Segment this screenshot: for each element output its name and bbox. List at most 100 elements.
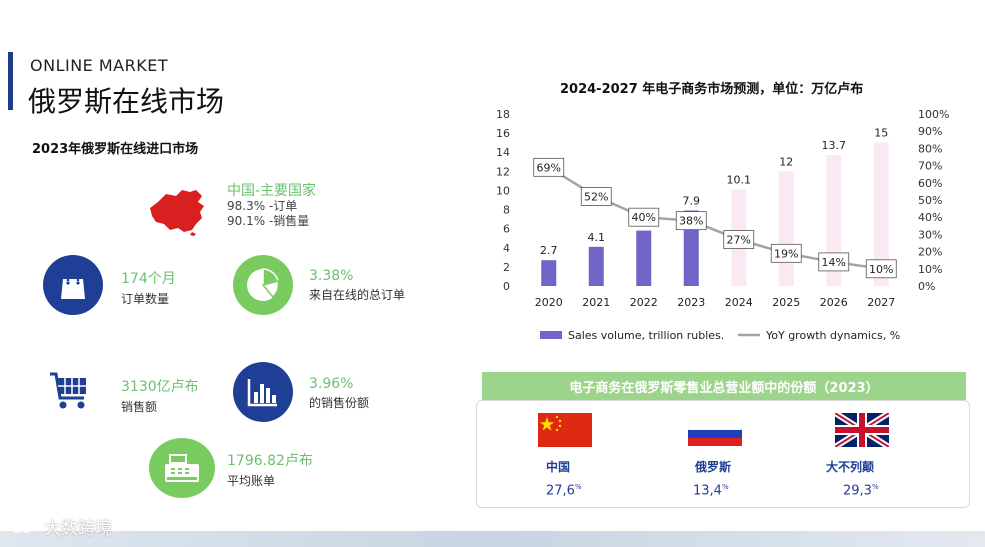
y-left-tick-label: 16 <box>496 127 510 140</box>
y-left-tick-label: 18 <box>496 108 510 121</box>
growth-point <box>770 243 802 263</box>
x-tick-label: 2021 <box>582 296 610 309</box>
x-tick-label: 2026 <box>820 296 848 309</box>
y-left-tick-label: 8 <box>503 204 510 217</box>
left-subtitle: 2023年俄罗斯在线进口市场 <box>32 142 199 157</box>
stat-sales-label: 销售额 <box>121 400 158 414</box>
stat-sales-share-value: 3.96% <box>309 376 354 392</box>
stat-orders-label: 订单数量 <box>121 292 170 306</box>
y-right-tick-label: 80% <box>918 142 942 155</box>
stat-sales-share-label: 的销售份额 <box>309 396 370 410</box>
share-banner: 电子商务在俄罗斯零售业总营业额中的份额（2023） <box>482 372 966 400</box>
bar <box>588 246 604 286</box>
country-head: 中国-主要国家 <box>227 183 317 199</box>
growth-value-label: 69% <box>537 161 561 174</box>
bar <box>778 171 794 286</box>
stat-share-orders: 3.38% 来自在线的总订单 <box>309 268 405 303</box>
bar <box>873 142 889 286</box>
y-left-tick-label: 0 <box>503 280 510 293</box>
stat-avg-bill: 1796.82卢布 平均账单 <box>227 450 313 489</box>
y-right-tick-label: 30% <box>918 228 942 241</box>
growth-point <box>580 187 612 206</box>
legend-label-growth: YoY growth dynamics, % <box>765 329 900 342</box>
share-value-china-num: 27,6 <box>546 483 575 499</box>
watermark-text: 大数跨境 <box>44 519 112 539</box>
growth-value-label: 38% <box>679 215 703 228</box>
bar-value-label: 7.9 <box>683 195 701 208</box>
y-left-tick-label: 4 <box>503 242 510 255</box>
bar-value-label: 2.7 <box>540 244 558 257</box>
stat-sales-value: 3130亿卢布 <box>121 379 199 395</box>
share-unit-uk: % <box>871 483 879 491</box>
y-right-tick-label: 20% <box>918 246 942 259</box>
growth-value-label: 52% <box>584 191 608 204</box>
share-value-russia-num: 13,4 <box>693 483 722 499</box>
stat-share-orders-value: 3.38% <box>309 268 354 284</box>
x-tick-label: 2025 <box>772 296 800 309</box>
cash-register-icon <box>149 438 215 498</box>
share-value-russia: 13,4% <box>693 483 729 498</box>
share-country-name-uk: 大不列颠 <box>826 460 875 474</box>
bar <box>636 230 652 286</box>
x-tick-label: 2027 <box>867 296 895 309</box>
y-left-tick-label: 2 <box>503 261 510 274</box>
accent-bar <box>8 52 13 110</box>
cart-icon <box>50 372 86 409</box>
share-value-uk-num: 29,3 <box>843 483 872 499</box>
growth-point <box>628 207 660 227</box>
growth-value-label: 19% <box>774 247 798 260</box>
y-right-tick-label: 100% <box>918 108 949 121</box>
page-title: 俄罗斯在线市场 <box>28 85 225 118</box>
y-right-tick-label: 50% <box>918 194 942 207</box>
main-country-block: 中国-主要国家 98.3% -订单 90.1% -销售量 <box>227 184 316 229</box>
bar-value-label: 12 <box>779 155 793 168</box>
legend-label-sales: Sales volume, trillion rubles. <box>568 329 724 342</box>
growth-value-label: 10% <box>869 263 893 276</box>
growth-point <box>818 252 850 272</box>
country-line-orders: 98.3% -订单 <box>227 199 298 213</box>
y-right-tick-label: 10% <box>918 263 942 276</box>
chart-title: 2024-2027 年电子商务市场预测，单位：万亿卢布 <box>560 82 864 97</box>
growth-point <box>865 259 897 279</box>
y-left-tick-label: 12 <box>496 165 510 178</box>
china-map-icon <box>150 190 204 236</box>
section-kicker: ONLINE MARKET <box>30 56 169 75</box>
uk-flag-icon <box>835 413 889 447</box>
watermark: 大数跨境 <box>10 514 112 539</box>
y-left-tick-label: 10 <box>496 184 510 197</box>
bar-value-label: 4.1 <box>588 231 606 244</box>
share-value-uk: 29,3% <box>843 483 879 498</box>
x-tick-label: 2024 <box>725 296 753 309</box>
x-tick-label: 2022 <box>630 296 658 309</box>
stat-share-orders-label: 来自在线的总订单 <box>309 288 406 302</box>
growth-point <box>723 230 755 249</box>
country-line-sales: 90.1% -销售量 <box>227 214 310 228</box>
growth-value-label: 40% <box>632 211 656 224</box>
bottom-band <box>0 531 985 547</box>
stat-avg-bill-value: 1796.82卢布 <box>227 453 313 469</box>
stat-sales: 3130亿卢布 销售额 <box>121 376 199 415</box>
y-left-tick-label: 14 <box>496 146 510 159</box>
share-unit-china: % <box>574 483 582 491</box>
share-country-name-russia: 俄罗斯 <box>695 460 732 474</box>
bar-value-label: 15 <box>874 127 888 140</box>
stat-orders-value: 174个月 <box>121 271 176 287</box>
watermark-logo-icon <box>11 520 39 533</box>
ecommerce-forecast-chart: 0 2 4 6 8 10 12 14 16 18 0% 10% 20% 30% 40% 50% 60% 70% 80… <box>496 108 949 342</box>
y-left-tick-label: 6 <box>503 223 510 236</box>
share-country-name-china: 中国 <box>546 460 571 474</box>
pie-icon <box>233 255 293 315</box>
growth-point <box>533 157 565 177</box>
y-right-tick-label: 90% <box>918 125 942 138</box>
x-tick-label: 2020 <box>535 296 563 309</box>
growth-point <box>675 211 707 231</box>
y-right-tick-label: 40% <box>918 211 942 224</box>
bar <box>541 260 557 286</box>
growth-value-label: 27% <box>727 234 751 247</box>
y-right-tick-label: 60% <box>918 177 942 190</box>
y-right-tick-label: 70% <box>918 160 942 173</box>
bar-value-label: 10.1 <box>727 173 752 186</box>
stat-avg-bill-label: 平均账单 <box>227 474 276 488</box>
y-right-tick-label: 0% <box>918 280 935 293</box>
stat-sales-share: 3.96% 的销售份额 <box>309 376 369 411</box>
